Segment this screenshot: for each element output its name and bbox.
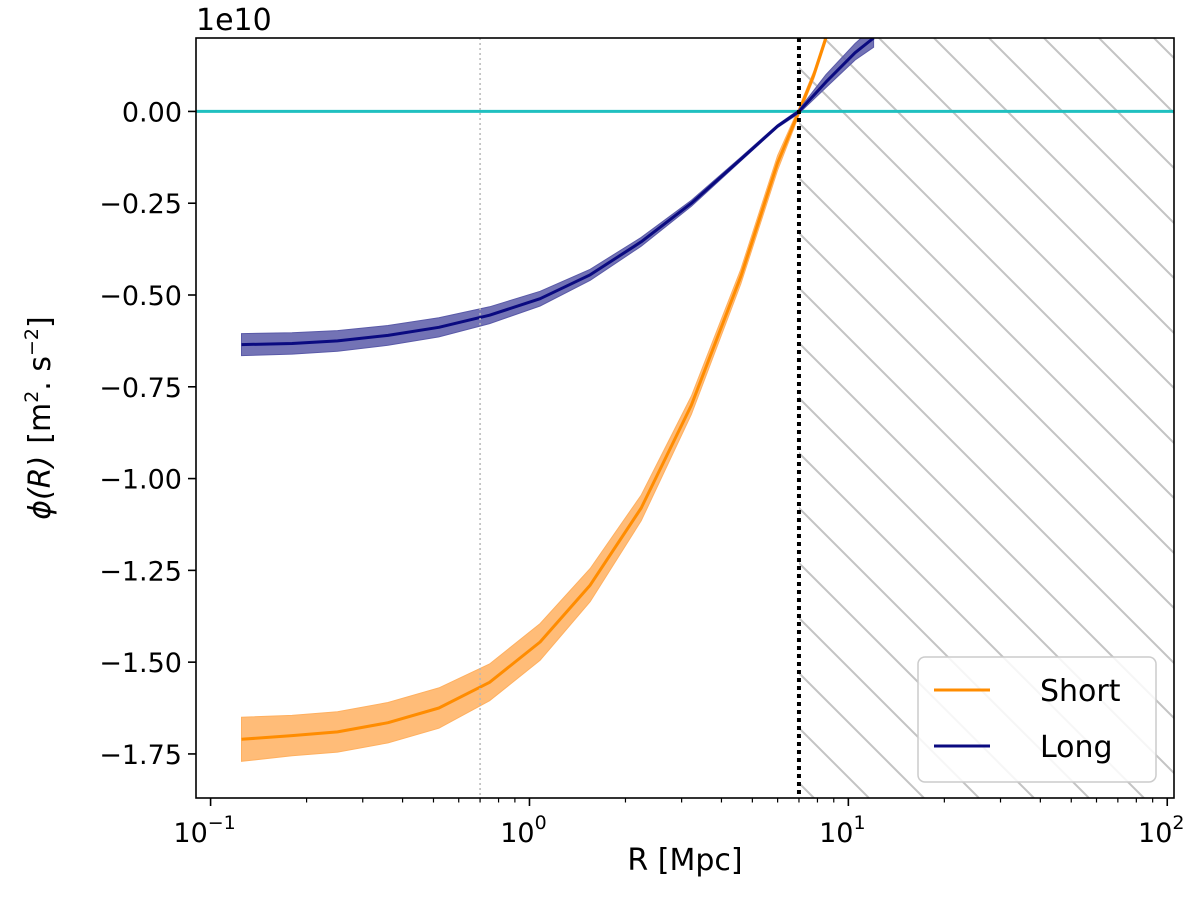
series-line-long bbox=[241, 38, 875, 347]
x-tick-label: 102 bbox=[1138, 812, 1184, 849]
plot-area bbox=[195, 37, 1175, 799]
y-tick-label: −0.75 bbox=[99, 373, 182, 404]
series-band-short bbox=[241, 38, 827, 762]
y-axis-label-symbol: ϕ(R) bbox=[23, 456, 58, 520]
series-line-short bbox=[241, 38, 828, 741]
y-axis-label-mid: . s bbox=[23, 356, 58, 391]
legend: Short Long bbox=[917, 656, 1157, 783]
y-tick-label: −1.75 bbox=[99, 740, 182, 771]
legend-label-short: Short bbox=[1040, 674, 1121, 709]
y-tick-label: −1.50 bbox=[99, 648, 182, 679]
x-tick-label: 101 bbox=[819, 812, 865, 849]
y-tick-label: −1.25 bbox=[99, 556, 182, 587]
y-axis-label-sup2: −2 bbox=[21, 328, 43, 356]
y-axis-label-units: [m bbox=[23, 403, 58, 444]
legend-label-long: Long bbox=[1040, 730, 1113, 765]
x-axis-label: R [Mpc] bbox=[627, 843, 742, 878]
y-axis: 0.00 −0.25 −0.50 −0.75 −1.00 −1.25 −1.50 −1.75 bbox=[99, 97, 196, 771]
y-axis-label-sup1: 2 bbox=[21, 391, 43, 403]
y-axis-label-end: ] bbox=[23, 316, 58, 328]
y-offset-label: 1e10 bbox=[196, 3, 272, 38]
series-band-long bbox=[241, 38, 875, 357]
plot-frame bbox=[195, 37, 1175, 799]
y-tick-label: −0.50 bbox=[99, 281, 182, 312]
x-tick-label: 10−1 bbox=[173, 812, 235, 849]
y-tick-label: −1.00 bbox=[99, 465, 182, 496]
x-axis: 10−1 100 101 102 bbox=[173, 798, 1184, 849]
y-axis-label: ϕ(R) [m2. s−2] bbox=[21, 316, 58, 520]
x-tick-label: 100 bbox=[500, 812, 546, 849]
y-tick-label: −0.25 bbox=[99, 189, 182, 220]
legend-box bbox=[917, 656, 1157, 783]
y-tick-label: 0.00 bbox=[122, 97, 182, 128]
